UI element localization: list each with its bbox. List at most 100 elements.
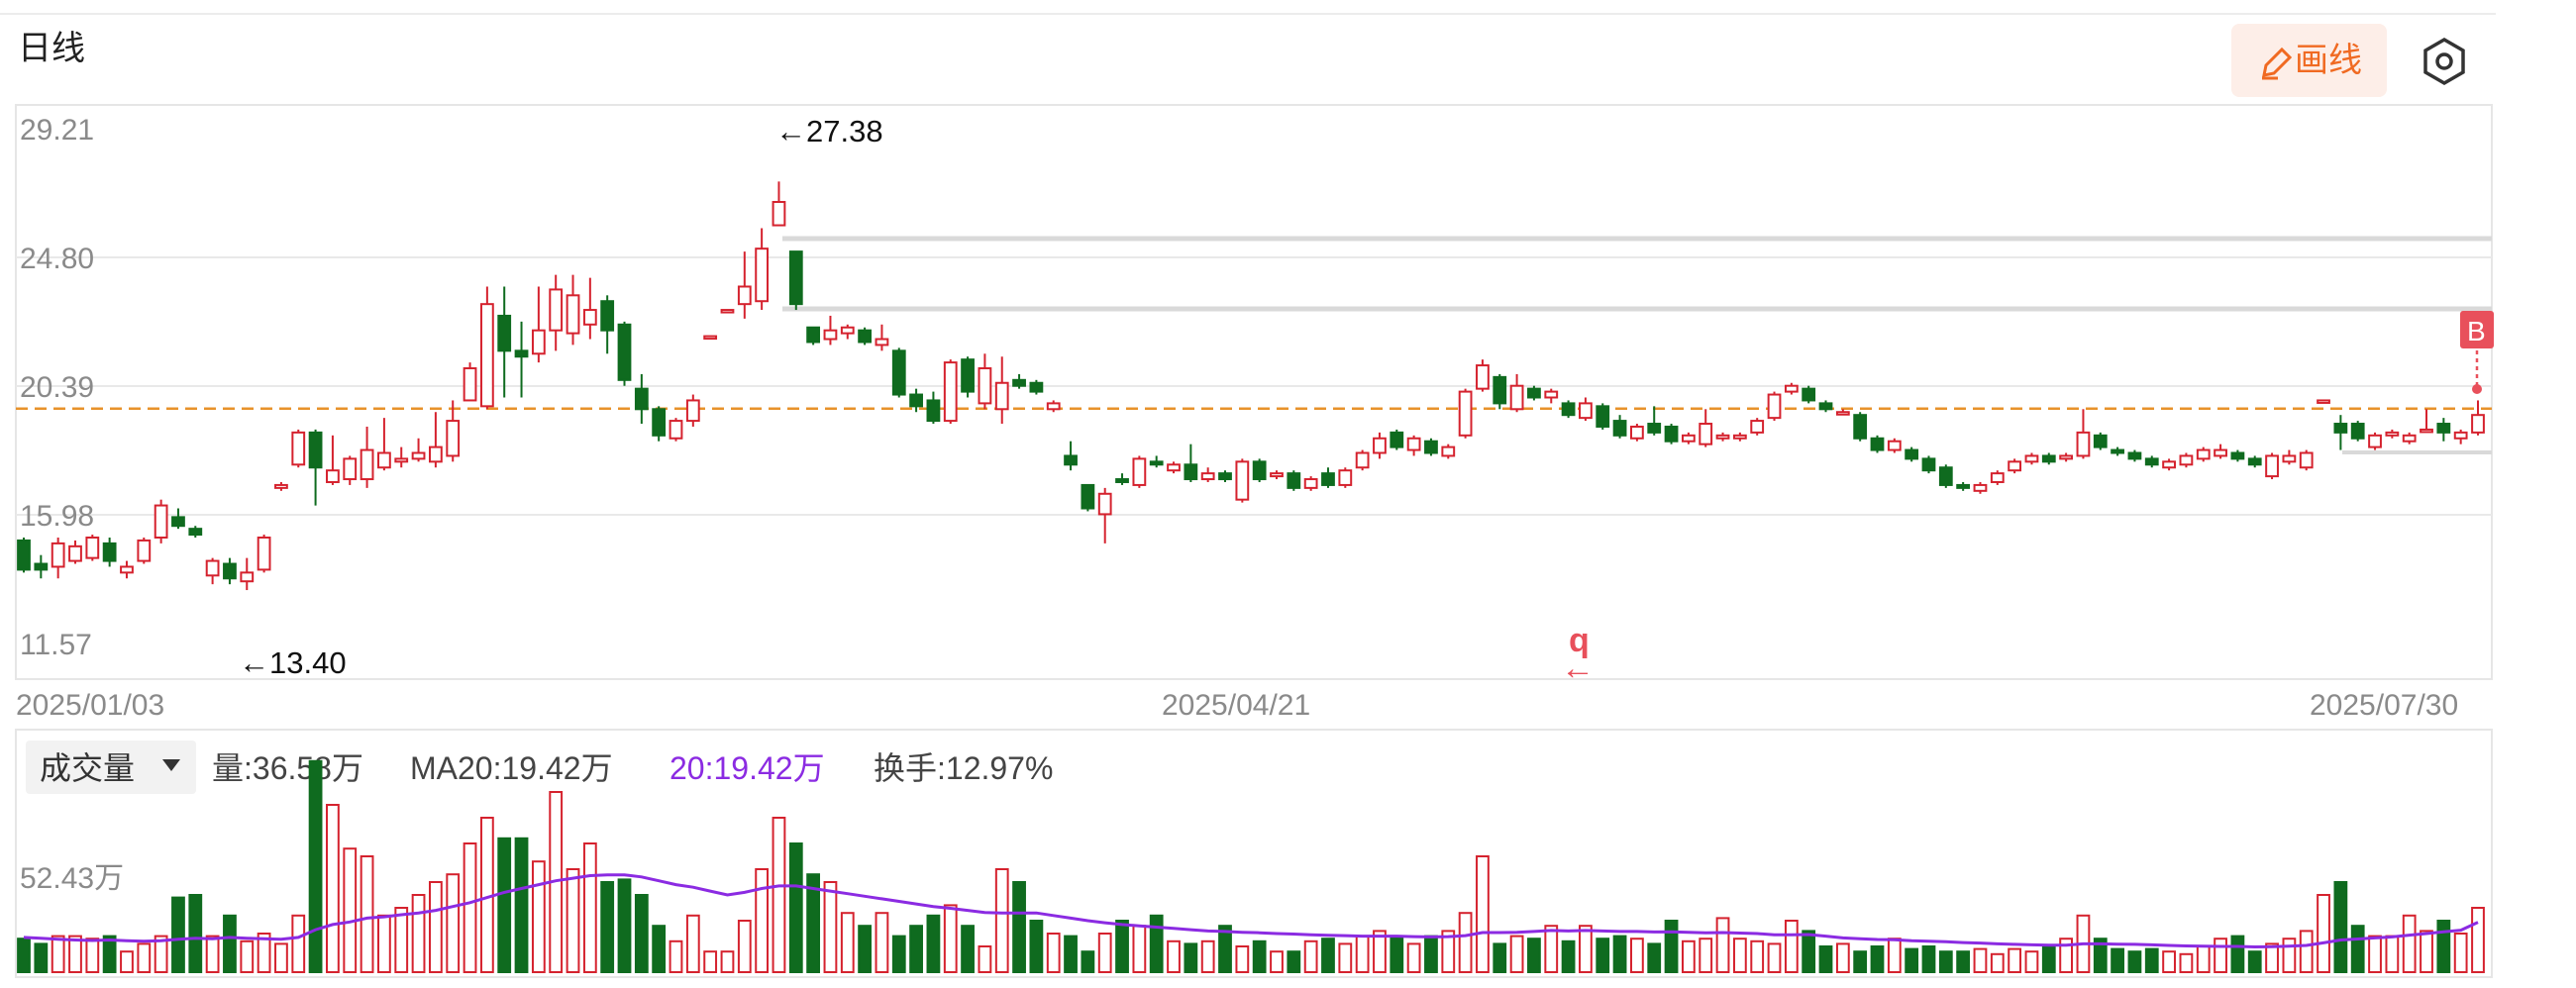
candle bbox=[1287, 470, 1301, 491]
candle-body bbox=[2059, 454, 2074, 460]
turnover-readout: 换手:12.97% bbox=[874, 750, 1053, 786]
candle-body bbox=[772, 200, 786, 227]
candle-body bbox=[2196, 448, 2211, 460]
candle-body bbox=[737, 285, 752, 306]
candle bbox=[1715, 432, 1730, 442]
volume-bar bbox=[326, 804, 340, 973]
candle-body bbox=[274, 483, 288, 489]
volume-bar bbox=[120, 950, 134, 974]
candle bbox=[1612, 415, 1627, 439]
volume-bar bbox=[2008, 947, 2022, 973]
candle-body bbox=[154, 504, 168, 539]
buy-badge-bg[interactable] bbox=[2460, 311, 2494, 348]
candle-body bbox=[2144, 457, 2159, 466]
hexagon-settings-icon[interactable] bbox=[2423, 37, 2465, 86]
volume-selector-bg[interactable] bbox=[26, 741, 196, 794]
candle-body bbox=[1905, 448, 1919, 460]
candle-body bbox=[1046, 402, 1061, 411]
candle bbox=[685, 394, 700, 427]
candle bbox=[1149, 455, 1164, 468]
candle-body bbox=[1373, 437, 1387, 454]
volume-bar bbox=[1081, 950, 1095, 974]
volume-bar bbox=[1921, 945, 1936, 973]
candle-body bbox=[1596, 405, 1610, 428]
candle bbox=[1784, 382, 1799, 395]
candle bbox=[1699, 409, 1713, 447]
volume-bar bbox=[2024, 950, 2039, 974]
y-tick-label: 15.98 bbox=[20, 500, 94, 533]
volume-bar bbox=[1441, 930, 1456, 974]
candle bbox=[463, 362, 477, 402]
candle bbox=[2076, 409, 2091, 459]
volume-bar bbox=[2214, 938, 2227, 974]
volume-bar bbox=[2471, 907, 2485, 973]
candle bbox=[85, 535, 100, 561]
candle-body bbox=[943, 361, 958, 423]
candle bbox=[326, 435, 340, 485]
volume-bar bbox=[926, 914, 941, 973]
candle bbox=[1750, 418, 1765, 436]
candle-body bbox=[1406, 437, 1421, 451]
volume-selector[interactable]: 成交量 bbox=[26, 741, 196, 794]
volume-bar bbox=[720, 950, 735, 974]
volume-bar bbox=[240, 939, 255, 973]
candle-body bbox=[1064, 454, 1078, 466]
candle bbox=[291, 429, 306, 468]
volume-bar bbox=[274, 942, 288, 974]
candle-body bbox=[1630, 425, 1644, 440]
volume-bar bbox=[858, 925, 872, 974]
candle bbox=[1355, 449, 1370, 471]
candle-body bbox=[788, 250, 803, 306]
volume-bar bbox=[2385, 935, 2400, 973]
draw-line-button[interactable]: 画线 bbox=[2231, 24, 2387, 97]
candle bbox=[1493, 373, 1507, 410]
volume-bar bbox=[994, 868, 1009, 973]
candle-body bbox=[463, 367, 477, 402]
candle-body bbox=[1870, 437, 1885, 451]
volume-bar bbox=[1167, 939, 1181, 973]
candle bbox=[1200, 467, 1215, 482]
candle-body bbox=[755, 247, 770, 303]
volume-bar bbox=[1699, 938, 1713, 974]
low-annotation: ←13.40 bbox=[239, 645, 347, 680]
volume-bar bbox=[652, 925, 667, 974]
volume-bar bbox=[2453, 933, 2468, 973]
candle-body bbox=[205, 559, 220, 577]
candle-body bbox=[2127, 451, 2142, 460]
candle bbox=[1887, 438, 1902, 453]
volume-bar bbox=[1303, 939, 1318, 973]
volume-bar bbox=[1493, 942, 1507, 974]
candle bbox=[1218, 470, 1232, 482]
volume-bar bbox=[875, 912, 889, 974]
candle-body bbox=[1097, 492, 1112, 516]
candle-body bbox=[377, 451, 391, 469]
candle-body bbox=[394, 457, 409, 463]
volume-bar bbox=[755, 868, 770, 973]
volume-bar bbox=[891, 935, 906, 973]
candle bbox=[1647, 406, 1662, 436]
volume-bar bbox=[1064, 935, 1078, 973]
volume-bar bbox=[1097, 933, 1112, 973]
volume-bar bbox=[1252, 939, 1267, 973]
candle bbox=[154, 499, 168, 543]
candle-body bbox=[703, 335, 718, 341]
volume-bar bbox=[617, 878, 632, 974]
volume-bar bbox=[978, 945, 992, 973]
volume-bar bbox=[1287, 950, 1301, 974]
candle-body bbox=[2162, 460, 2176, 469]
draw-line-button-label[interactable]: 画线 bbox=[2295, 42, 2362, 79]
candle-body bbox=[1167, 463, 1181, 472]
volume-bar bbox=[2350, 925, 2365, 974]
candle-body bbox=[68, 544, 82, 562]
candle bbox=[1853, 412, 1868, 442]
buy-signal-badge[interactable]: B bbox=[2460, 311, 2494, 394]
candle bbox=[2265, 452, 2279, 480]
candle bbox=[1527, 385, 1541, 401]
volume-bar bbox=[1149, 914, 1164, 973]
volume-selector-label[interactable]: 成交量 bbox=[40, 750, 135, 786]
candle bbox=[1270, 470, 1284, 480]
q-marker[interactable]: q bbox=[1569, 622, 1590, 659]
candle bbox=[1012, 373, 1026, 389]
volume-bar bbox=[1115, 920, 1129, 973]
candle-body bbox=[720, 309, 735, 314]
